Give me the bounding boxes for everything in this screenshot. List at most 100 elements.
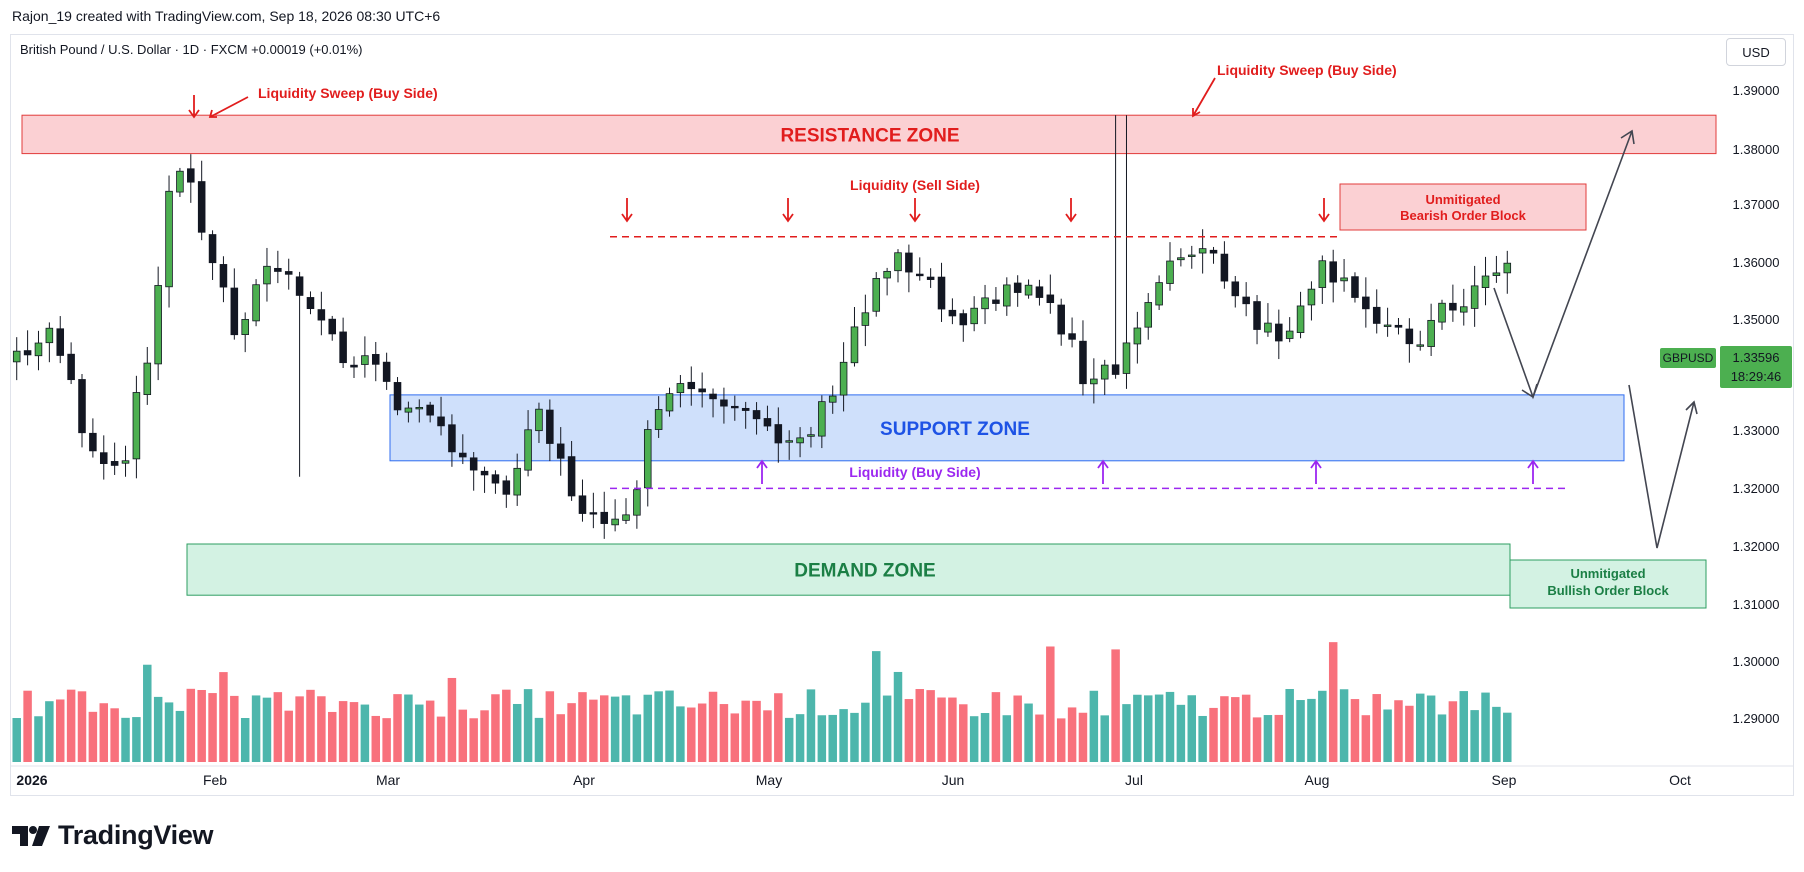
sell-side-arrow-icon — [621, 198, 633, 223]
volume-bar — [915, 689, 925, 762]
volume-bar — [371, 715, 381, 762]
candle-body — [78, 379, 86, 434]
candle-body — [176, 170, 184, 193]
candle-body — [1090, 378, 1098, 385]
x-tick-label: Feb — [203, 772, 227, 788]
candle-body — [295, 276, 304, 296]
candle-body — [720, 399, 728, 407]
candle-body — [426, 404, 434, 416]
zone-label: DEMAND ZONE — [794, 561, 935, 582]
volume-bar — [806, 689, 816, 762]
candle-body — [1003, 284, 1011, 307]
candle-body — [1079, 340, 1087, 385]
currency-button[interactable]: USD — [1726, 38, 1786, 66]
sweep-arrow-icon — [1192, 77, 1216, 118]
candle-body — [959, 313, 968, 326]
sell-side-arrow-icon — [1065, 198, 1077, 223]
x-tick-label: Oct — [1669, 772, 1691, 788]
volume-bar — [839, 709, 848, 762]
volume-bar — [676, 706, 685, 762]
candle-body — [839, 361, 848, 396]
volume-bar — [415, 704, 424, 762]
volume-bar — [1231, 697, 1240, 762]
buy-side-arrow-icon — [756, 459, 768, 484]
x-tick-label: Sep — [1492, 772, 1517, 788]
candle-body — [1013, 282, 1022, 293]
candle-body — [1231, 281, 1240, 297]
volume-bar — [1459, 691, 1469, 762]
candle-body — [1405, 328, 1414, 345]
candle-body — [633, 489, 641, 516]
tradingview-logo[interactable]: TradingView — [12, 820, 214, 851]
y-tick-label: 1.29000 — [1733, 711, 1780, 726]
volume-bar — [1405, 705, 1414, 762]
candle-body — [752, 410, 761, 420]
volume-bar — [1100, 715, 1109, 762]
y-tick-label: 1.35000 — [1733, 312, 1780, 327]
candle-body — [241, 319, 249, 335]
volume-bar — [850, 712, 859, 762]
volume-bar — [121, 717, 130, 762]
volume-bar — [1220, 696, 1229, 762]
candle-body — [1209, 249, 1218, 254]
candle-body — [948, 309, 957, 317]
order-block-label: Unmitigated — [1570, 566, 1645, 581]
volume-bar — [1350, 699, 1360, 762]
candle-body — [611, 518, 619, 526]
candle-body — [1177, 257, 1185, 261]
candle-body — [763, 418, 772, 427]
candle-body — [850, 326, 859, 364]
volume-bar — [1252, 717, 1262, 762]
candle-body — [1285, 330, 1294, 339]
candle-body — [1351, 276, 1359, 298]
volume-bar — [948, 697, 957, 762]
volume-bar — [1492, 706, 1501, 762]
volume-bar — [338, 701, 348, 762]
liquidity-buy-side-label: Liquidity (Buy Side) — [849, 464, 980, 480]
candle-body — [1220, 253, 1229, 282]
volume-bar — [1176, 704, 1186, 762]
candle-body — [937, 276, 946, 310]
volume-bar — [175, 710, 185, 762]
volume-bar — [284, 710, 293, 762]
sweep-arrow-icon — [188, 95, 200, 119]
last-price-value: 1.33596 — [1733, 350, 1780, 365]
candle-body — [165, 190, 173, 288]
candle-body — [317, 309, 326, 321]
candle-body — [872, 278, 881, 312]
volume-bar — [393, 694, 402, 762]
candle-body — [1340, 277, 1348, 282]
volume-bar — [480, 710, 489, 762]
volume-bar — [610, 696, 620, 762]
candle-body — [23, 350, 32, 356]
candle-body — [121, 460, 130, 464]
candle-body — [970, 307, 978, 325]
volume-bar — [774, 693, 783, 762]
volume-bar — [295, 696, 304, 762]
candle-body — [1492, 272, 1501, 276]
tradingview-logo-icon — [12, 825, 50, 846]
volume-bar — [1339, 689, 1349, 762]
candle-body — [1438, 302, 1446, 323]
volume-bar — [1307, 698, 1316, 762]
symbol-legend[interactable]: British Pound / U.S. Dollar · 1D · FXCM … — [20, 42, 363, 57]
volume-bar — [665, 690, 674, 762]
candle-body — [1329, 261, 1337, 283]
volume-bar — [273, 692, 283, 762]
volume-bar — [632, 714, 642, 762]
volume-bar — [1089, 690, 1099, 762]
x-tick-label: 2026 — [16, 772, 47, 788]
volume-bar — [45, 701, 54, 762]
candle-body — [676, 383, 685, 394]
candle-body — [143, 362, 152, 396]
candle-body — [535, 408, 543, 432]
volume-bar — [1078, 712, 1088, 762]
candle-body — [861, 312, 870, 326]
volume-bar — [1448, 701, 1458, 762]
candle-body — [654, 409, 663, 430]
candle-body — [252, 284, 260, 322]
volume-bar — [1035, 714, 1044, 762]
volume-bar — [1394, 700, 1403, 762]
volume-bar — [687, 707, 696, 762]
